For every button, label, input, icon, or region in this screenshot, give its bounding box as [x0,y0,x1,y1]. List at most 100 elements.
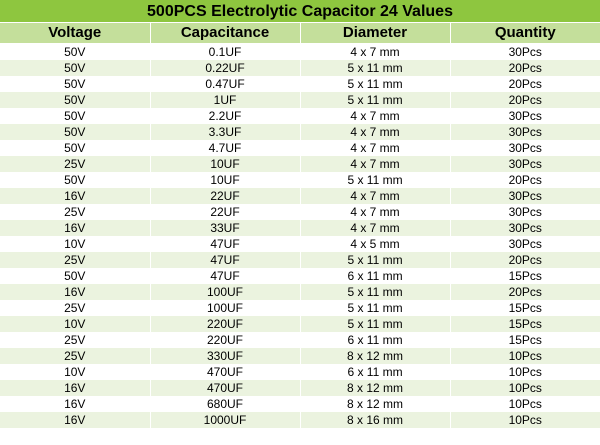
cell-voltage: 50V [0,268,150,284]
cell-quantity: 15Pcs [449,316,600,332]
cell-quantity: 20Pcs [449,252,600,268]
cell-capacitance: 0.1UF [149,43,300,60]
cell-quantity: 10Pcs [449,364,600,380]
cell-capacitance: 220UF [149,332,300,348]
cell-voltage: 50V [0,60,150,76]
cell-diameter: 5 x 11 mm [299,252,450,268]
cell-voltage: 16V [0,284,150,300]
cell-diameter: 4 x 7 mm [299,108,450,124]
table-row: 25V 100UF 5 x 11 mm 15Pcs [0,300,600,316]
table-row: 16V 1000UF 8 x 16 mm 10Pcs [0,412,600,428]
cell-voltage: 16V [0,396,150,412]
cell-voltage: 10V [0,316,150,332]
cell-diameter: 4 x 7 mm [299,124,450,140]
cell-quantity: 10Pcs [449,412,600,428]
table-row: 50V 10UF 5 x 11 mm 20Pcs [0,172,600,188]
cell-capacitance: 10UF [149,156,300,172]
cell-voltage: 16V [0,220,150,236]
cell-diameter: 4 x 7 mm [299,156,450,172]
cell-capacitance: 1000UF [149,412,300,428]
cell-voltage: 10V [0,364,150,380]
cell-capacitance: 680UF [149,396,300,412]
cell-diameter: 4 x 7 mm [299,43,450,60]
table-row: 50V 3.3UF 4 x 7 mm 30Pcs [0,124,600,140]
cell-capacitance: 3.3UF [149,124,300,140]
cell-diameter: 6 x 11 mm [299,268,450,284]
table-row: 50V 0.22UF 5 x 11 mm 20Pcs [0,60,600,76]
cell-quantity: 15Pcs [449,332,600,348]
cell-capacitance: 47UF [149,236,300,252]
cell-capacitance: 220UF [149,316,300,332]
table-row: 16V 33UF 4 x 7 mm 30Pcs [0,220,600,236]
cell-voltage: 50V [0,108,150,124]
table-row: 10V 47UF 4 x 5 mm 30Pcs [0,236,600,252]
cell-diameter: 8 x 12 mm [299,380,450,396]
cell-diameter: 5 x 11 mm [299,92,450,108]
table-row: 25V 330UF 8 x 12 mm 10Pcs [0,348,600,364]
table-row: 25V 10UF 4 x 7 mm 30Pcs [0,156,600,172]
cell-capacitance: 0.22UF [149,60,300,76]
cell-voltage: 50V [0,140,150,156]
table-row: 10V 220UF 5 x 11 mm 15Pcs [0,316,600,332]
cell-quantity: 30Pcs [449,156,600,172]
cell-diameter: 5 x 11 mm [299,172,450,188]
cell-voltage: 50V [0,76,150,92]
cell-diameter: 8 x 12 mm [299,348,450,364]
table-row: 50V 47UF 6 x 11 mm 15Pcs [0,268,600,284]
cell-voltage: 50V [0,172,150,188]
cell-quantity: 15Pcs [449,300,600,316]
header-capacitance: Capacitance [149,23,300,44]
cell-voltage: 25V [0,204,150,220]
cell-capacitance: 4.7UF [149,140,300,156]
cell-voltage: 25V [0,332,150,348]
table-row: 50V 1UF 5 x 11 mm 20Pcs [0,92,600,108]
cell-voltage: 10V [0,236,150,252]
cell-diameter: 6 x 11 mm [299,332,450,348]
cell-voltage: 25V [0,300,150,316]
cell-voltage: 16V [0,380,150,396]
cell-diameter: 4 x 7 mm [299,140,450,156]
table-row: 10V 470UF 6 x 11 mm 10Pcs [0,364,600,380]
cell-quantity: 30Pcs [449,204,600,220]
cell-capacitance: 47UF [149,268,300,284]
header-voltage: Voltage [0,23,150,44]
cell-quantity: 30Pcs [449,188,600,204]
table-row: 25V 22UF 4 x 7 mm 30Pcs [0,204,600,220]
cell-quantity: 30Pcs [449,43,600,60]
cell-quantity: 30Pcs [449,140,600,156]
cell-diameter: 5 x 11 mm [299,76,450,92]
cell-diameter: 8 x 16 mm [299,412,450,428]
cell-quantity: 20Pcs [449,284,600,300]
cell-capacitance: 22UF [149,204,300,220]
cell-diameter: 5 x 11 mm [299,316,450,332]
cell-capacitance: 22UF [149,188,300,204]
cell-diameter: 4 x 7 mm [299,204,450,220]
cell-capacitance: 1UF [149,92,300,108]
cell-quantity: 20Pcs [449,92,600,108]
cell-diameter: 5 x 11 mm [299,60,450,76]
cell-diameter: 4 x 7 mm [299,220,450,236]
cell-capacitance: 330UF [149,348,300,364]
cell-voltage: 25V [0,252,150,268]
table-row: 50V 2.2UF 4 x 7 mm 30Pcs [0,108,600,124]
cell-quantity: 20Pcs [449,76,600,92]
table-row: 16V 22UF 4 x 7 mm 30Pcs [0,188,600,204]
cell-capacitance: 100UF [149,284,300,300]
table-row: 25V 220UF 6 x 11 mm 15Pcs [0,332,600,348]
table-row: 16V 680UF 8 x 12 mm 10Pcs [0,396,600,412]
header-quantity: Quantity [449,23,600,44]
cell-voltage: 50V [0,92,150,108]
cell-diameter: 4 x 5 mm [299,236,450,252]
cell-quantity: 10Pcs [449,396,600,412]
cell-diameter: 8 x 12 mm [299,396,450,412]
table-row: 16V 470UF 8 x 12 mm 10Pcs [0,380,600,396]
table-row: 16V 100UF 5 x 11 mm 20Pcs [0,284,600,300]
cell-voltage: 16V [0,412,150,428]
cell-capacitance: 100UF [149,300,300,316]
table-row: 25V 47UF 5 x 11 mm 20Pcs [0,252,600,268]
header-diameter: Diameter [299,23,450,44]
cell-quantity: 30Pcs [449,124,600,140]
cell-quantity: 15Pcs [449,268,600,284]
cell-capacitance: 47UF [149,252,300,268]
